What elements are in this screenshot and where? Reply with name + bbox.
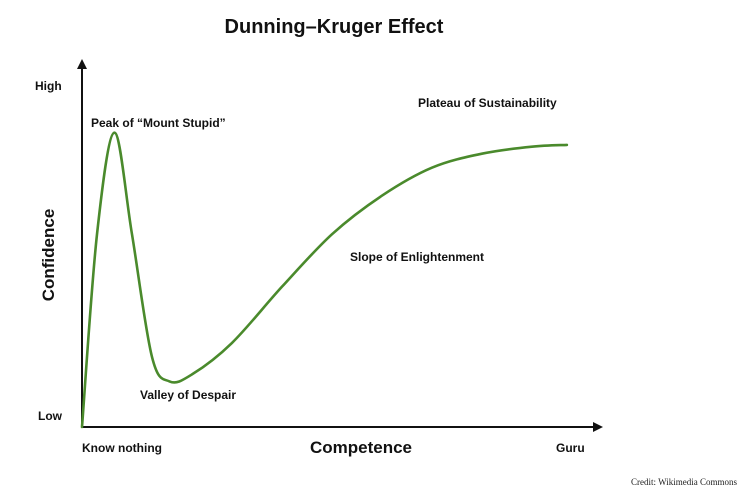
- y-tick-high: High: [35, 79, 62, 93]
- annotation-valley-of-despair: Valley of Despair: [140, 388, 236, 402]
- annotation-mount-stupid: Peak of “Mount Stupid”: [91, 116, 226, 130]
- y-axis-label: Confidence: [39, 209, 58, 302]
- x-tick-guru: Guru: [556, 441, 585, 455]
- image-credit: Credit: Wikimedia Commons: [631, 477, 737, 487]
- x-axis-label: Competence: [310, 438, 412, 457]
- x-tick-know-nothing: Know nothing: [82, 441, 162, 455]
- chart-title: Dunning–Kruger Effect: [225, 16, 444, 38]
- confidence-curve: [80, 131, 569, 429]
- annotation-slope-of-enlightenment: Slope of Enlightenment: [350, 250, 484, 264]
- annotation-plateau-of-sustainability: Plateau of Sustainability: [418, 96, 557, 110]
- y-tick-low: Low: [38, 409, 63, 423]
